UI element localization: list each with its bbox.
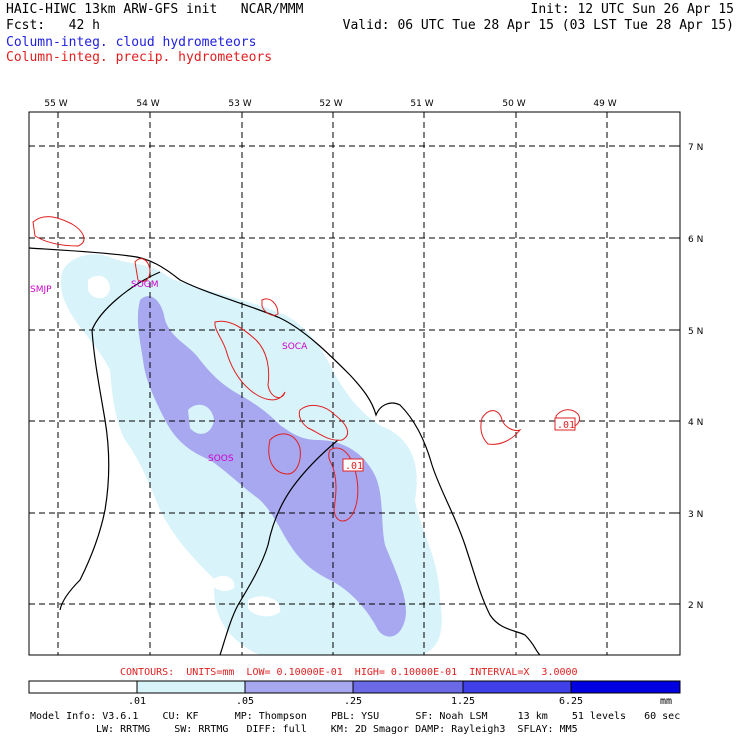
lat-label: 7 N [688, 143, 703, 153]
lon-label: 55 W [44, 99, 67, 109]
lat-label: 4 N [688, 418, 703, 428]
colorbar [28, 680, 681, 694]
lat-label: 3 N [688, 510, 703, 520]
colorbar-tick: 6.25 [559, 696, 583, 707]
lon-label: 54 W [136, 99, 159, 109]
legend-precip-hydrometeors: Column-integ. precip. hydrometeors [6, 50, 273, 65]
contour-label-box [342, 458, 364, 472]
lat-lon-grid [29, 112, 680, 655]
lon-label: 52 W [319, 99, 342, 109]
station-label: SMJP [30, 285, 52, 295]
colorbar-segment [570, 680, 681, 694]
lon-label: 53 W [228, 99, 251, 109]
lat-label: 2 N [688, 601, 703, 611]
init-time: Init: 12 UTC Sun 26 Apr 15 [530, 2, 735, 17]
colorbar-segment [28, 680, 138, 694]
lat-label: 6 N [688, 235, 703, 245]
lon-label: 49 W [593, 99, 616, 109]
legend-cloud-hydrometeors: Column-integ. cloud hydrometeors [6, 35, 257, 50]
map-frame [28, 111, 681, 656]
contour-label: .01 [557, 420, 575, 431]
colorbar-tick: .25 [344, 696, 362, 707]
model-info-line1: Model Info: V3.6.1 CU: KF MP: Thompson P… [30, 711, 681, 722]
colorbar-segment [244, 680, 354, 694]
colorbar-tick: .05 [236, 696, 254, 707]
border-line [59, 271, 161, 611]
lon-label: 50 W [502, 99, 525, 109]
axis-ticks [57, 112, 680, 605]
valid-time: Valid: 06 UTC Tue 28 Apr 15 (03 LST Tue … [342, 18, 734, 33]
cloud-hole [88, 275, 110, 299]
cloud-hole [188, 404, 214, 434]
cloud-hole [248, 596, 281, 617]
border-line [219, 439, 339, 655]
colorbar-units: mm [660, 696, 672, 707]
station-label: SOOS [208, 454, 234, 464]
coastline [29, 247, 541, 655]
lat-label: 5 N [688, 327, 703, 337]
cloud-hole [212, 575, 235, 591]
colorbar-segment [136, 680, 246, 694]
station-label: SOGM [131, 280, 159, 290]
colorbar-segment [352, 680, 464, 694]
plot-title: HAIC-HIWC 13km ARW-GFS init NCAR/MMM [6, 2, 304, 17]
contours-info: CONTOURS: UNITS=mm LOW= 0.10000E-01 HIGH… [120, 667, 578, 678]
station-label: SOCA [282, 342, 308, 352]
cloud-shading-mid [137, 296, 406, 637]
colorbar-segment [462, 680, 572, 694]
lon-label: 51 W [410, 99, 433, 109]
colorbar-tick: 1.25 [451, 696, 475, 707]
model-info-line2: LW: RRTMG SW: RRTMG DIFF: full KM: 2D Sm… [96, 724, 578, 735]
contour-label: .01 [345, 461, 363, 472]
colorbar-tick: .01 [128, 696, 146, 707]
contour-label-box [554, 417, 576, 431]
forecast-hour: Fcst: 42 h [6, 18, 100, 33]
